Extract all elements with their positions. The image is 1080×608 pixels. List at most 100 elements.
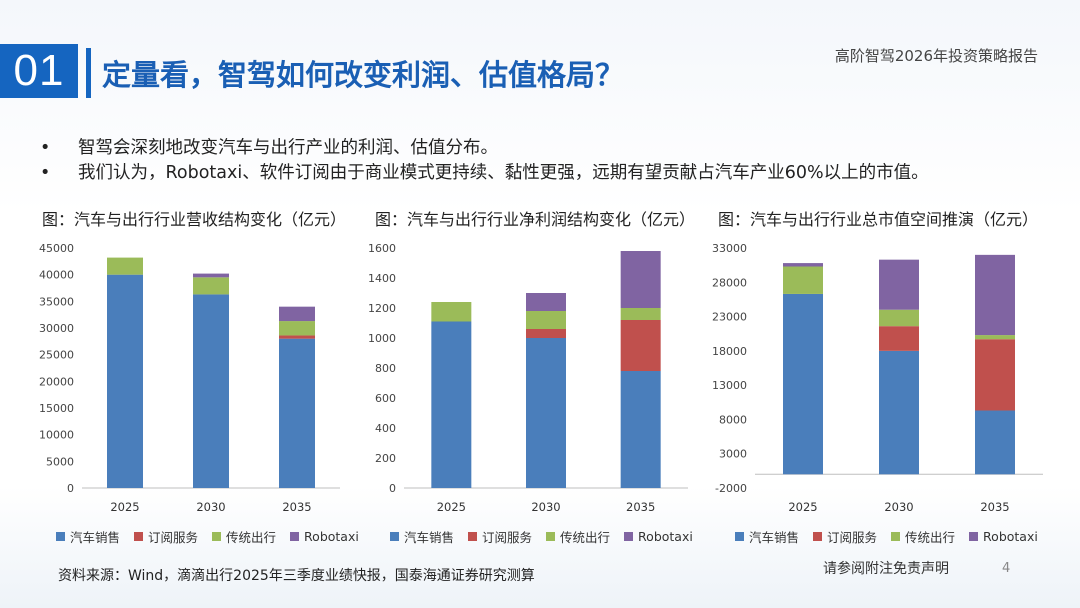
y-tick-label: 18000 [712,345,747,358]
bar-segment-汽车销售 [526,338,566,488]
legend-item: 汽车销售 [735,527,799,546]
legend-item: 订阅服务 [468,527,532,546]
bar-segment-订阅服务 [975,339,1015,411]
y-tick-label: 25000 [39,349,74,362]
legend-swatch [290,532,300,541]
y-tick-label: 600 [375,392,396,405]
legend-label: 订阅服务 [148,530,199,545]
legend-swatch [624,532,634,541]
y-tick-label: 3000 [719,448,747,461]
legend-label: Robotaxi [304,529,359,544]
bar-segment-订阅服务 [526,329,566,338]
bullet-text: 我们认为，Robotaxi、软件订阅由于商业模式更持续、黏性更强，远期有望贡献占… [78,163,929,183]
bar-segment-传统出行 [431,302,472,322]
y-tick-label: 5000 [46,455,74,468]
bar-segment-Robotaxi [526,293,566,311]
x-tick-label: 2025 [437,500,466,514]
y-tick-label: 1200 [368,302,396,315]
bar-segment-传统出行 [975,335,1015,340]
disclaimer-link[interactable]: 请参阅附注免责声明 [823,561,949,577]
legend-swatch [546,532,556,541]
bar-segment-Robotaxi [975,254,1015,336]
legend-revenue: 汽车销售 订阅服务 传统出行 Robotaxi [56,527,359,546]
y-tick-label: 20000 [39,375,74,388]
bar-segment-传统出行 [879,309,919,327]
section-number: 01 [0,44,78,98]
y-tick-label: 33000 [712,242,747,255]
bar-segment-Robotaxi [193,273,229,278]
y-tick-label: 800 [375,362,396,375]
y-tick-label: 40000 [39,269,74,282]
legend-label: 传统出行 [226,530,277,545]
title-divider [86,48,91,98]
y-tick-label: 1000 [368,332,396,345]
legend-swatch [735,532,744,541]
legend-item: Robotaxi [624,527,693,546]
legend-swatch [468,532,478,541]
legend-profit: 汽车销售 订阅服务 传统出行 Robotaxi [390,527,693,546]
bar-segment-传统出行 [620,308,661,320]
x-tick-label: 2030 [884,500,913,514]
legend-swatch [134,532,144,541]
bar-segment-汽车销售 [879,350,919,475]
bar-segment-传统出行 [526,311,566,329]
legend-label: Robotaxi [638,529,693,544]
list-item: • 我们认为，Robotaxi、软件订阅由于商业模式更持续、黏性更强，远期有望贡… [40,161,1050,186]
bar-segment-Robotaxi [783,263,823,267]
legend-item: 传统出行 [546,527,610,546]
bar-segment-订阅服务 [279,335,315,339]
bar-segment-Robotaxi [879,259,919,310]
x-tick-label: 2030 [196,500,225,514]
legend-swatch [891,532,901,541]
page-title: 定量看，智驾如何改变利润、估值格局？ [102,58,625,92]
legend-item: 订阅服务 [134,527,198,546]
legend-swatch [969,532,979,541]
bullet-marker: • [40,138,51,158]
y-tick-label: 28000 [712,276,747,289]
legend-swatch [212,532,222,541]
y-tick-label: 30000 [39,322,74,335]
bar-segment-传统出行 [107,257,143,275]
chart-market-value: -2000 3000 8000 13000 18000 23000 28000 33000 20… [712,242,1043,514]
bar-segment-汽车销售 [107,274,143,488]
x-tick-label: 2035 [980,500,1009,514]
bar-segment-Robotaxi [279,306,315,322]
y-tick-label: -2000 [715,482,747,495]
bar-segment-传统出行 [193,277,229,295]
bar-segment-传统出行 [783,266,823,294]
chart-title-profit: 图：汽车与出行行业净利润结构变化（亿元） [375,210,696,229]
chart-title-revenue: 图：汽车与出行行业营收结构变化（亿元） [42,210,347,229]
source-note: 资料来源：Wind，滴滴出行2025年三季度业绩快报，国泰海通证券研究测算 [58,568,535,584]
page-number: 4 [1002,561,1011,576]
bar-segment-传统出行 [279,321,315,336]
bullet-text: 智驾会深刻地改变汽车与出行产业的利润、估值分布。 [78,138,498,158]
legend-market-value: 汽车销售 订阅服务 传统出行 Robotaxi [735,527,1038,546]
bullet-list: • 智驾会深刻地改变汽车与出行产业的利润、估值分布。 • 我们认为，Robota… [40,136,1050,186]
y-tick-label: 1600 [368,242,396,255]
legend-label: Robotaxi [983,529,1038,544]
bar-segment-汽车销售 [279,338,315,488]
legend-label: 订阅服务 [482,530,533,545]
y-tick-label: 35000 [39,295,74,308]
y-tick-label: 200 [375,452,396,465]
report-name: 高阶智驾2026年投资策略报告 [834,47,1038,65]
x-tick-label: 2035 [626,500,655,514]
list-item: • 智驾会深刻地改变汽车与出行产业的利润、估值分布。 [40,136,1050,161]
legend-label: 订阅服务 [827,530,878,545]
x-tick-label: 2025 [110,500,139,514]
legend-label: 汽车销售 [749,530,800,545]
legend-label: 汽车销售 [404,530,455,545]
x-tick-label: 2025 [788,500,817,514]
bar-segment-订阅服务 [879,326,919,351]
bar-segment-汽车销售 [975,410,1015,475]
legend-item: 订阅服务 [813,527,877,546]
bar-segment-汽车销售 [620,371,661,488]
chart-profit: 0 200 400 600 800 1000 1200 1400 1600 2025 2030 203… [368,242,688,514]
y-tick-label: 0 [67,482,74,495]
y-tick-label: 400 [375,422,396,435]
x-tick-label: 2030 [531,500,560,514]
legend-item: 汽车销售 [56,527,120,546]
y-tick-label: 23000 [712,311,747,324]
y-tick-label: 10000 [39,429,74,442]
y-tick-label: 45000 [39,242,74,255]
